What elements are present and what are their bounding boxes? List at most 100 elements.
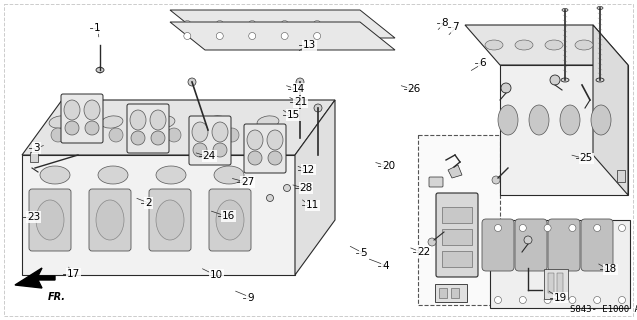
- FancyBboxPatch shape: [127, 104, 169, 153]
- Text: 13: 13: [303, 40, 317, 51]
- Polygon shape: [465, 25, 628, 65]
- Circle shape: [184, 20, 191, 28]
- Bar: [451, 288, 459, 298]
- Text: 11: 11: [306, 200, 319, 211]
- Ellipse shape: [596, 78, 604, 82]
- Polygon shape: [448, 165, 462, 178]
- Text: 21: 21: [294, 97, 308, 107]
- Ellipse shape: [562, 9, 568, 12]
- Text: 9: 9: [247, 292, 254, 303]
- Ellipse shape: [591, 105, 611, 135]
- Bar: [557, 273, 563, 293]
- Bar: [439, 288, 447, 298]
- Ellipse shape: [156, 166, 186, 184]
- FancyBboxPatch shape: [581, 219, 613, 271]
- Bar: [30, 152, 38, 162]
- Circle shape: [79, 128, 93, 142]
- FancyBboxPatch shape: [61, 94, 103, 143]
- Text: 6: 6: [479, 58, 485, 68]
- Circle shape: [313, 20, 320, 28]
- FancyBboxPatch shape: [429, 177, 443, 187]
- Text: 8: 8: [441, 18, 447, 28]
- Text: 25: 25: [580, 153, 593, 164]
- Polygon shape: [170, 22, 395, 50]
- Circle shape: [225, 128, 239, 142]
- Circle shape: [131, 131, 145, 145]
- Ellipse shape: [257, 116, 279, 128]
- Text: 1: 1: [94, 23, 101, 33]
- Circle shape: [151, 131, 165, 145]
- Ellipse shape: [267, 130, 283, 150]
- Polygon shape: [22, 100, 335, 155]
- Polygon shape: [295, 100, 335, 275]
- Ellipse shape: [156, 200, 184, 240]
- FancyBboxPatch shape: [482, 219, 514, 271]
- FancyBboxPatch shape: [435, 284, 467, 302]
- Text: 5: 5: [360, 248, 366, 259]
- Ellipse shape: [49, 116, 71, 128]
- Bar: [442, 251, 472, 267]
- Text: 4: 4: [382, 260, 389, 271]
- Bar: [548, 273, 554, 293]
- Circle shape: [109, 128, 123, 142]
- Text: 27: 27: [241, 177, 254, 187]
- Ellipse shape: [96, 68, 104, 73]
- Circle shape: [65, 121, 79, 135]
- Ellipse shape: [84, 100, 100, 120]
- Ellipse shape: [205, 116, 227, 128]
- Ellipse shape: [36, 200, 64, 240]
- Polygon shape: [593, 25, 628, 195]
- Circle shape: [216, 20, 223, 28]
- Text: 10: 10: [210, 269, 224, 280]
- Ellipse shape: [98, 166, 128, 184]
- Bar: [617, 170, 625, 182]
- Circle shape: [519, 297, 526, 303]
- FancyBboxPatch shape: [548, 219, 580, 271]
- Circle shape: [137, 128, 151, 142]
- Circle shape: [594, 225, 601, 231]
- Circle shape: [167, 128, 181, 142]
- Circle shape: [97, 67, 103, 73]
- Text: 23: 23: [27, 212, 40, 222]
- Text: 14: 14: [292, 84, 305, 94]
- FancyBboxPatch shape: [149, 189, 191, 251]
- Text: 19: 19: [554, 292, 568, 303]
- Ellipse shape: [212, 122, 228, 142]
- Text: 20: 20: [382, 161, 396, 171]
- FancyBboxPatch shape: [515, 219, 547, 271]
- Text: FR.: FR.: [48, 292, 66, 302]
- Ellipse shape: [40, 166, 70, 184]
- Bar: [22, 155, 295, 275]
- Ellipse shape: [64, 100, 80, 120]
- Ellipse shape: [545, 40, 563, 50]
- FancyBboxPatch shape: [436, 193, 478, 277]
- Circle shape: [501, 83, 511, 93]
- Circle shape: [216, 33, 223, 39]
- Circle shape: [188, 78, 196, 86]
- FancyBboxPatch shape: [209, 189, 251, 251]
- Text: 2: 2: [145, 198, 152, 208]
- Circle shape: [544, 225, 551, 231]
- Circle shape: [313, 33, 320, 39]
- Text: 28: 28: [299, 183, 313, 193]
- Circle shape: [569, 225, 576, 231]
- Circle shape: [314, 104, 322, 112]
- Circle shape: [248, 151, 262, 165]
- Text: 18: 18: [604, 264, 617, 275]
- Circle shape: [266, 195, 273, 202]
- Circle shape: [524, 236, 532, 244]
- FancyBboxPatch shape: [89, 189, 131, 251]
- FancyBboxPatch shape: [244, 124, 286, 173]
- Ellipse shape: [515, 40, 533, 50]
- Circle shape: [594, 297, 601, 303]
- Circle shape: [619, 225, 626, 231]
- Circle shape: [519, 225, 526, 231]
- Ellipse shape: [216, 200, 244, 240]
- Ellipse shape: [214, 166, 244, 184]
- Circle shape: [85, 121, 99, 135]
- Text: S843- E1000 A: S843- E1000 A: [570, 305, 637, 314]
- Ellipse shape: [96, 200, 124, 240]
- Circle shape: [184, 33, 191, 39]
- Text: 24: 24: [203, 151, 216, 161]
- Ellipse shape: [498, 105, 518, 135]
